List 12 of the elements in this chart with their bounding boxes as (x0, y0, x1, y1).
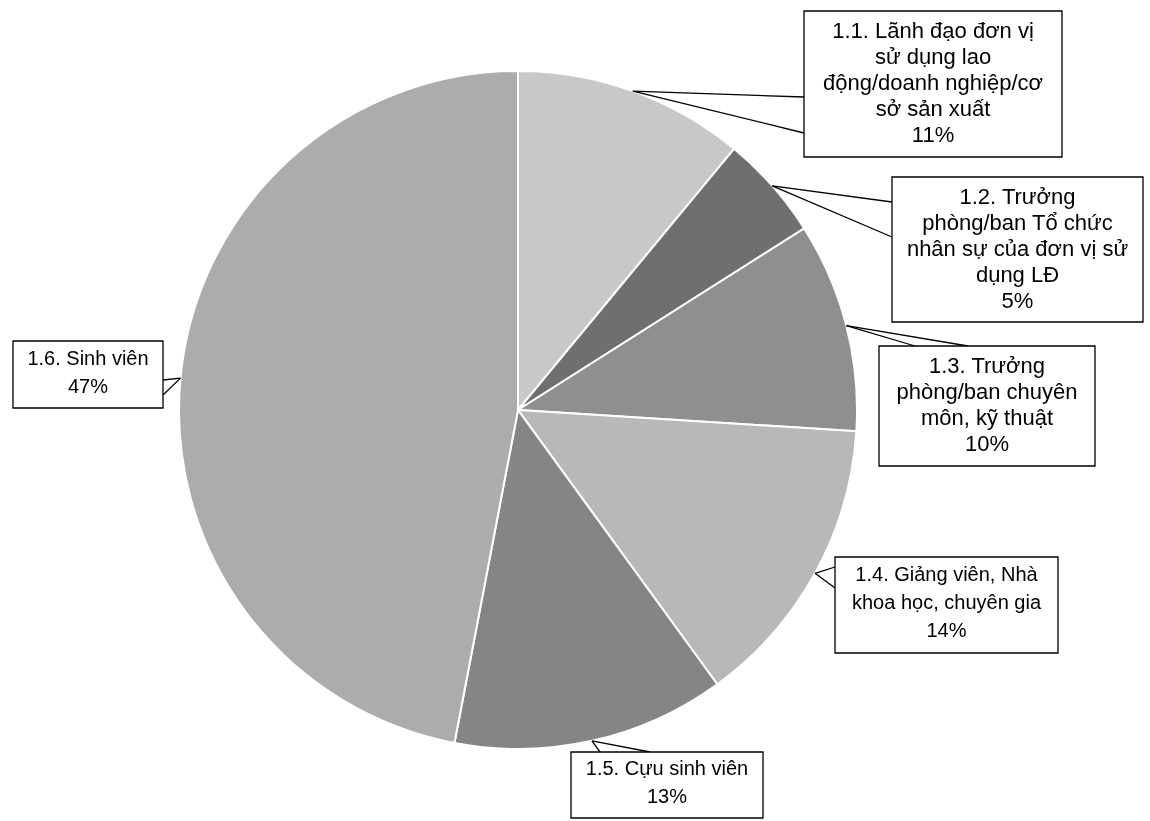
data-label: 47% (67, 374, 109, 397)
data-label: 5% (1001, 287, 1034, 313)
data-label: 10% (964, 431, 1010, 456)
slice-label: 1.2. Trưởng phòng/ban Tổ chức nhân sự của đơn vị sử dụng LĐ (906, 183, 1129, 287)
data-label: 13% (646, 785, 688, 807)
slice-label: 1.4. Giảng viên, Nhà khoa học, chuyên gia (851, 563, 1042, 613)
data-label: 14% (926, 619, 967, 641)
slice-label: 1.6. Sinh viên (27, 346, 149, 369)
slice-label: 1.3. Trưởng phòng/ban chuyên môn, kỹ thuật (896, 353, 1078, 430)
slice-label: 1.1. Lãnh đạo đơn vị sử dụng lao động/doanh nghiệp/cơ sở sản xuất (823, 18, 1043, 121)
data-label: 11% (911, 122, 955, 147)
slice-label: 1.5. Cựu sinh viên (585, 757, 749, 779)
